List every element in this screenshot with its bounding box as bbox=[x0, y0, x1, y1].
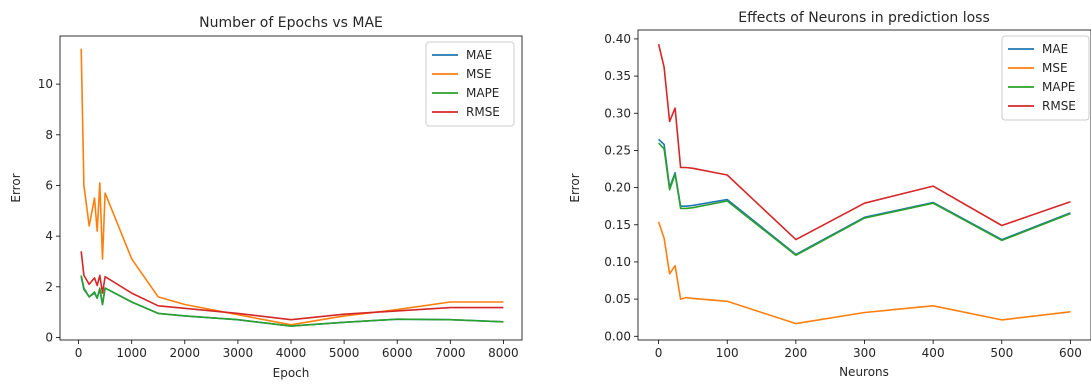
x-tick-label: 100 bbox=[716, 346, 739, 360]
x-tick-label: 5000 bbox=[329, 346, 360, 360]
x-tick-label: 7000 bbox=[435, 346, 466, 360]
legend: MAE MSE MAPE RMSE bbox=[1001, 35, 1090, 121]
x-ticks: 0 1000 2000 3000 4000 5000 6000 7000 8000 bbox=[75, 340, 519, 360]
y-tick-label: 0.35 bbox=[604, 69, 631, 83]
legend-label-mape: MAPE bbox=[466, 86, 499, 100]
x-tick-label: 300 bbox=[853, 346, 876, 360]
y-tick-label: 0.30 bbox=[604, 106, 631, 120]
chart-title: Effects of Neurons in prediction loss bbox=[738, 10, 990, 26]
x-axis-label: Neurons bbox=[839, 365, 889, 379]
y-axis-label: Error bbox=[568, 173, 582, 202]
x-tick-label: 6000 bbox=[382, 346, 413, 360]
y-ticks: 0 2 4 6 8 10 bbox=[38, 77, 60, 344]
x-tick-label: 4000 bbox=[276, 346, 307, 360]
series-lines bbox=[657, 43, 1071, 325]
legend: MAE MSE MAPE RMSE bbox=[425, 41, 515, 127]
legend-label-mape: MAPE bbox=[1042, 80, 1075, 94]
y-tick-label: 0.15 bbox=[604, 218, 631, 232]
y-tick-label: 0.00 bbox=[604, 329, 631, 343]
epochs-vs-mae-chart: 0 1000 2000 3000 4000 5000 6000 7000 8000 0 2 4 6 8 1… bbox=[0, 0, 545, 381]
series-line-mape bbox=[658, 142, 1071, 257]
x-axis-label: Epoch bbox=[273, 366, 310, 380]
legend-label-rmse: RMSE bbox=[1042, 99, 1076, 113]
y-tick-label: 0 bbox=[45, 330, 53, 344]
y-tick-label: 10 bbox=[38, 77, 53, 91]
legend-label-mae: MAE bbox=[466, 48, 492, 62]
x-tick-label: 500 bbox=[990, 346, 1013, 360]
y-tick-label: 2 bbox=[45, 280, 53, 294]
x-tick-label: 0 bbox=[655, 346, 663, 360]
x-tick-label: 0 bbox=[75, 346, 83, 360]
legend-label-mse: MSE bbox=[466, 67, 492, 81]
x-ticks: 0 100 200 300 400 500 600 bbox=[655, 340, 1082, 360]
legend-box bbox=[1001, 35, 1090, 121]
y-tick-label: 0.40 bbox=[604, 32, 631, 46]
neurons-prediction-loss-chart: 0 100 200 300 400 500 600 0.00 0.05 0.10 0.15 0.20… bbox=[545, 0, 1091, 381]
x-tick-label: 3000 bbox=[223, 346, 254, 360]
y-tick-label: 0.10 bbox=[604, 255, 631, 269]
series-lines bbox=[80, 48, 504, 327]
y-tick-label: 0.20 bbox=[604, 181, 631, 195]
series-line-mape bbox=[80, 275, 504, 327]
legend-label-rmse: RMSE bbox=[466, 105, 500, 119]
x-tick-label: 2000 bbox=[170, 346, 201, 360]
y-ticks: 0.00 0.05 0.10 0.15 0.20 0.25 0.30 0.35 0.40 bbox=[604, 32, 638, 343]
series-line-rmse bbox=[80, 251, 504, 321]
x-tick-label: 1000 bbox=[116, 346, 147, 360]
neurons-chart-svg: 0 100 200 300 400 500 600 0.00 0.05 0.10 0.15 0.20… bbox=[568, 10, 1091, 379]
series-line-rmse bbox=[657, 43, 1071, 241]
x-tick-label: 200 bbox=[784, 346, 807, 360]
epochs-chart-svg: 0 1000 2000 3000 4000 5000 6000 7000 8000 0 2 4 6 8 1… bbox=[9, 15, 523, 380]
legend-label-mse: MSE bbox=[1042, 61, 1068, 75]
y-tick-label: 0.25 bbox=[604, 143, 631, 157]
x-tick-label: 400 bbox=[922, 346, 945, 360]
legend-box bbox=[425, 41, 515, 127]
y-tick-label: 6 bbox=[45, 178, 53, 192]
x-tick-label: 8000 bbox=[488, 346, 519, 360]
legend-label-mae: MAE bbox=[1042, 42, 1068, 56]
y-tick-label: 8 bbox=[45, 128, 53, 142]
x-tick-label: 600 bbox=[1059, 346, 1082, 360]
y-axis-label: Error bbox=[9, 173, 23, 202]
y-tick-label: 4 bbox=[45, 229, 53, 243]
series-line-mse bbox=[657, 221, 1071, 325]
y-tick-label: 0.05 bbox=[604, 292, 631, 306]
chart-title: Number of Epochs vs MAE bbox=[199, 15, 383, 31]
